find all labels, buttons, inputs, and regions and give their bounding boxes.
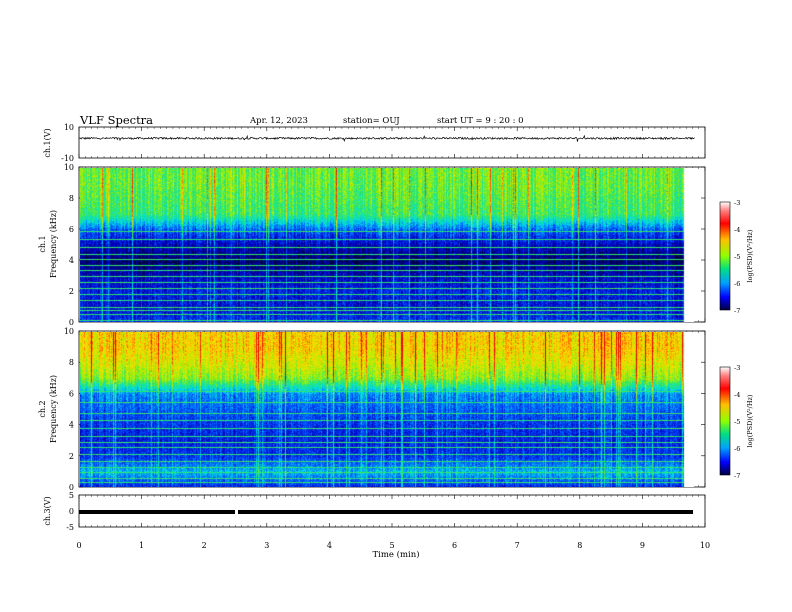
ch2-spec-ylabel-1: ch.2 (38, 400, 47, 417)
ch1-waveform-line (78, 134, 695, 143)
colorbar-tick-label: -5 (734, 253, 740, 261)
colorbar-tick-label: -6 (734, 280, 740, 288)
colorbar-ch1-label: log(PSD)(V²/Hz) (746, 229, 754, 282)
spec-ytick-label: 8 (69, 358, 74, 367)
spec-ytick-label: 4 (69, 256, 74, 265)
ch3-ytick-mid: 0 (69, 507, 74, 516)
spec-ytick-label: 6 (69, 389, 74, 398)
spec-ytick-label: 10 (64, 163, 74, 172)
colorbar-ch1: -3 -4 -5 -6 -7 log(PSD)(V²/Hz) (719, 199, 754, 315)
station-label: station= OUJ (343, 116, 400, 126)
x-tick-label: 4 (327, 541, 332, 550)
ch1-wave-ylabel: ch.1(V) (43, 128, 52, 157)
colorbar-tick-label: -7 (734, 472, 740, 480)
ch3-ytick-bottom: -5 (66, 523, 74, 532)
spec-ytick-label: 0 (69, 318, 74, 327)
spec-ytick-label: 0 (69, 483, 74, 492)
ch3-waveform-panel: 5 0 -5 ch.3(V) (43, 491, 706, 532)
x-tick-label: 2 (202, 541, 207, 550)
ch1-spectrogram-image (80, 168, 694, 322)
ch1-ytick-top: 10 (64, 123, 74, 132)
x-tick-label: 0 (76, 541, 81, 550)
x-tick-label: 6 (452, 541, 457, 550)
x-tick-label: 8 (577, 541, 582, 550)
ch2-spec-ylabel-2: Frequency (kHz) (49, 375, 58, 443)
x-tick-label: 5 (389, 541, 394, 550)
colorbar-tick-label: -5 (734, 418, 740, 426)
x-tick-label: 7 (515, 541, 520, 550)
ch3-ytick-top: 5 (69, 491, 74, 500)
ch3-waveform-segment-a (79, 510, 235, 514)
colorbar-tick-label: -3 (734, 364, 740, 372)
start-time-label: start UT = 9 : 20 : 0 (437, 116, 524, 126)
colorbar-tick-label: -7 (734, 307, 740, 315)
date-label: Apr. 12, 2023 (249, 116, 308, 126)
x-tick-label: 10 (700, 541, 710, 550)
x-tick-label: 9 (640, 541, 645, 550)
ch1-ytick-bottom: -10 (61, 154, 74, 163)
x-tick-label: 1 (139, 541, 144, 550)
x-axis-label: Time (min) (372, 549, 419, 560)
colorbar-ch2: -3 -4 -5 -6 -7 log(PSD)(V²/Hz) (719, 364, 754, 480)
colorbar-tick-label: -3 (734, 199, 740, 207)
x-tick-label: 3 (264, 541, 269, 550)
spec-ytick-label: 2 (69, 287, 74, 296)
ch2-spectrogram-image (80, 332, 694, 487)
spec-ytick-label: 6 (69, 225, 74, 234)
spec-ytick-label: 8 (69, 194, 74, 203)
colorbar-ch1-gradient (719, 201, 731, 311)
colorbar-ch2-gradient (719, 366, 731, 476)
ch1-waveform-panel: 10 -10 ch.1(V) (43, 123, 706, 163)
ch3-wave-ylabel: ch.3(V) (43, 496, 52, 525)
ch1-spec-ylabel-1: ch.1 (38, 235, 47, 252)
colorbar-tick-label: -4 (734, 226, 740, 234)
ch1-spec-ylabel-2: Frequency (kHz) (49, 210, 58, 278)
ch3-waveform-segment-b (238, 510, 693, 514)
colorbar-tick-label: -4 (734, 391, 740, 399)
figure-title: VLF Spectra (79, 113, 153, 127)
colorbar-ch2-label: log(PSD)(V²/Hz) (746, 394, 754, 447)
colorbar-tick-label: -6 (734, 445, 740, 453)
spec-ytick-label: 2 (69, 452, 74, 461)
spec-ytick-label: 10 (64, 327, 74, 336)
ch1-waveform-frame (78, 126, 706, 159)
spec-ytick-label: 4 (69, 421, 74, 430)
